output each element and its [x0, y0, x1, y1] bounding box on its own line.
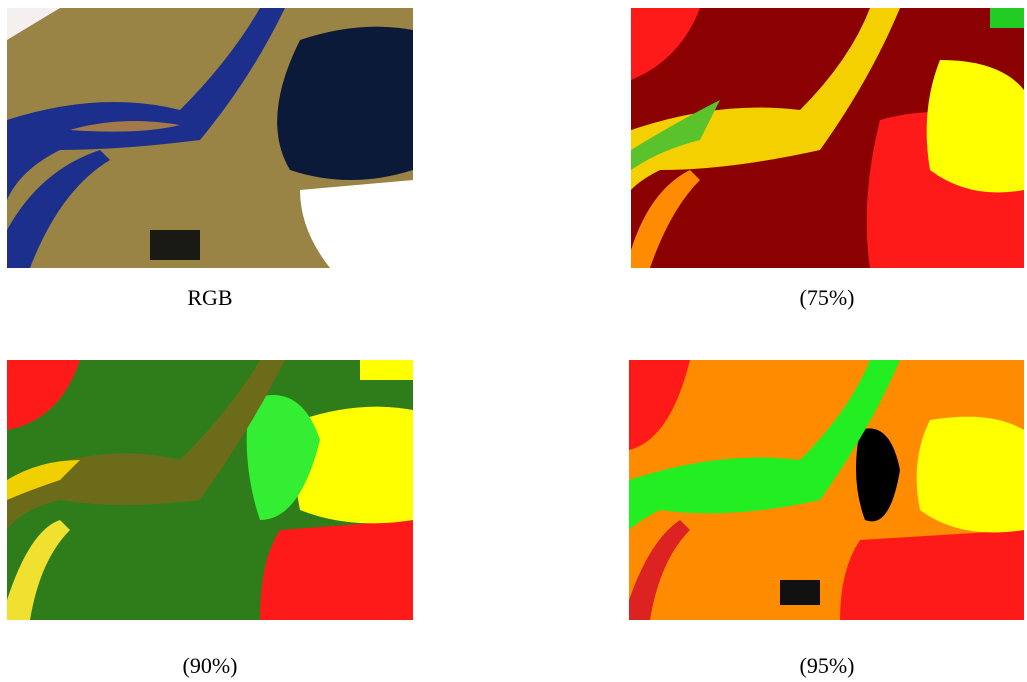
caption: RGB [187, 285, 232, 310]
classified-image-75 [631, 8, 1024, 268]
caption: (75%) [800, 285, 855, 310]
classified-image-90 [7, 360, 413, 620]
figure: RGB (75%) (90%) (95%) [0, 0, 1027, 682]
classified-image-95 [629, 360, 1024, 620]
caption: (90%) [183, 653, 238, 678]
caption: (95%) [800, 653, 855, 678]
rgb-image [7, 8, 413, 268]
